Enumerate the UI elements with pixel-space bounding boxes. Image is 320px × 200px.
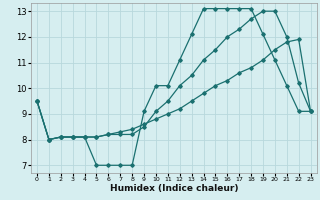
X-axis label: Humidex (Indice chaleur): Humidex (Indice chaleur)	[109, 184, 238, 193]
